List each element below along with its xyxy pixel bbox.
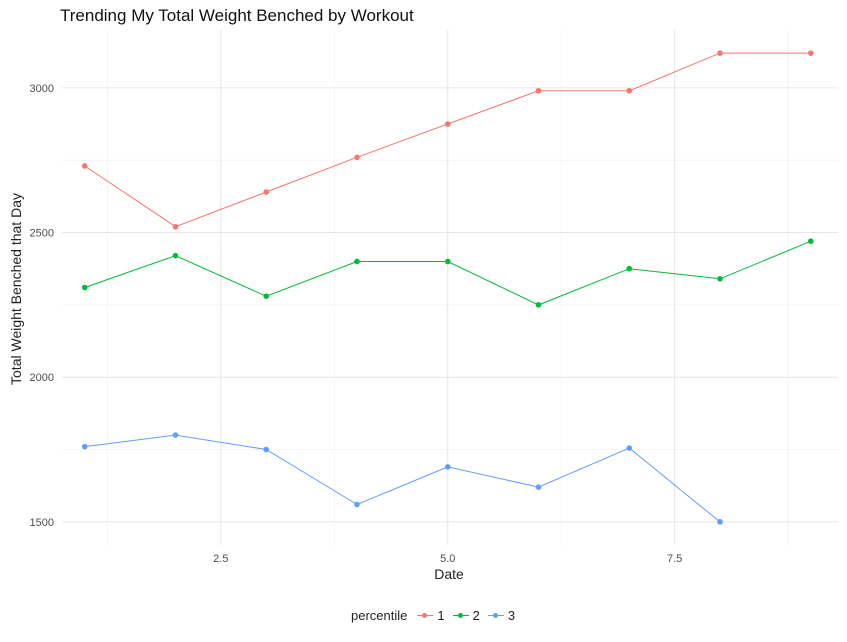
data-point-2 <box>172 252 179 259</box>
series-3 <box>81 432 723 525</box>
data-point-1 <box>807 50 814 56</box>
legend-item-1: 1 <box>417 608 445 623</box>
data-point-3 <box>354 501 360 508</box>
data-point-2 <box>626 265 633 272</box>
data-point-1 <box>263 189 270 195</box>
data-point-3 <box>626 445 633 451</box>
data-point-1 <box>172 223 179 230</box>
legend-items: 1 2 3 <box>417 608 523 623</box>
series-2 <box>81 238 814 308</box>
grid-lines <box>62 30 838 545</box>
y-tick-label: 2500 <box>30 228 54 240</box>
chart-title: Trending My Total Weight Benched by Work… <box>60 6 414 25</box>
data-point-2 <box>354 258 360 265</box>
data-point-1 <box>444 121 451 127</box>
y-tick-label: 2000 <box>30 372 54 384</box>
data-point-3 <box>263 446 270 453</box>
data-point-2 <box>535 302 542 308</box>
legend-label-2: 2 <box>472 608 480 623</box>
data-point-3 <box>172 432 179 438</box>
legend-title: percentile <box>351 608 408 623</box>
data-point-1 <box>81 163 88 169</box>
data-point-3 <box>444 464 451 470</box>
legend-key-2 <box>452 611 469 621</box>
legend-label-1: 1 <box>437 608 445 623</box>
data-point-1 <box>354 154 360 161</box>
x-tick-label: 7.5 <box>667 553 682 565</box>
y-tick-label: 3000 <box>30 83 54 95</box>
data-point-1 <box>717 50 723 56</box>
data-point-3 <box>81 443 88 450</box>
series-line-3 <box>84 434 721 523</box>
legend: percentile 1 2 3 <box>351 608 523 623</box>
legend-item-3: 3 <box>487 608 516 623</box>
data-point-1 <box>535 87 542 94</box>
y-axis-title: Total Weight Benched that Day <box>8 193 24 385</box>
data-point-1 <box>626 87 633 94</box>
data-point-2 <box>444 258 451 265</box>
series-1 <box>81 50 814 230</box>
data-point-2 <box>807 238 814 245</box>
data-point-2 <box>263 293 270 299</box>
legend-label-3: 3 <box>507 608 516 623</box>
series-lines <box>81 50 814 525</box>
legend-item-2: 2 <box>452 608 480 623</box>
data-point-2 <box>717 276 723 282</box>
legend-key-3 <box>487 611 504 621</box>
y-tick-label: 1500 <box>30 517 54 529</box>
x-axis-title: Date <box>434 566 464 582</box>
data-point-3 <box>717 519 723 525</box>
x-tick-label: 2.5 <box>213 553 228 565</box>
axis-tick-labels: 2.5 5.0 7.5 1500 2000 2500 3000 <box>30 83 683 565</box>
x-tick-label: 5.0 <box>440 553 455 565</box>
data-point-2 <box>81 284 88 291</box>
legend-key-1 <box>417 611 434 621</box>
data-point-3 <box>535 484 542 490</box>
